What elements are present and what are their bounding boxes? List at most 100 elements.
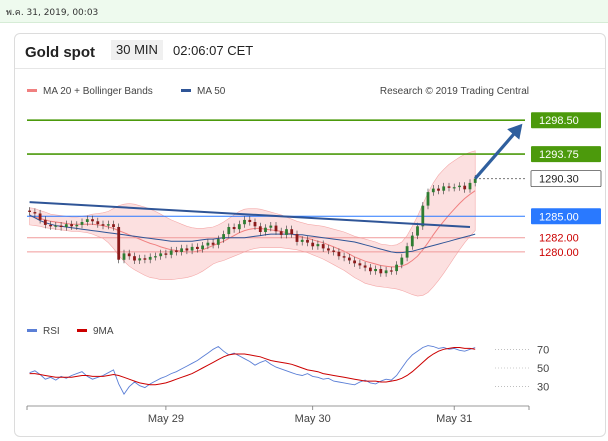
time-tick-label-1: May 30 bbox=[295, 413, 331, 425]
candle-body-69 bbox=[389, 270, 393, 272]
candle-body-7 bbox=[64, 224, 68, 227]
credit-label: Research © 2019 Trading Central bbox=[380, 86, 529, 97]
candle-body-27 bbox=[169, 250, 173, 255]
rsi-line bbox=[29, 345, 476, 395]
candle-body-14 bbox=[101, 224, 105, 226]
candle-body-30 bbox=[185, 248, 189, 251]
timestamp-label: พ.ค. 31, 2019, 00:03 bbox=[6, 8, 99, 18]
candle-body-17 bbox=[117, 227, 121, 260]
level-tag-0 bbox=[531, 112, 601, 129]
candle-body-5 bbox=[54, 225, 58, 227]
candle-body-68 bbox=[384, 270, 388, 274]
candle-body-8 bbox=[70, 224, 73, 227]
candle-body-48 bbox=[279, 231, 283, 235]
rsi-panel: 70 50 30 bbox=[29, 344, 549, 395]
candle-body-43 bbox=[253, 222, 257, 227]
candle-body-83 bbox=[463, 185, 467, 190]
ma50-legend-swatch bbox=[181, 89, 191, 92]
candle-body-77 bbox=[431, 188, 435, 193]
candle-body-61 bbox=[348, 257, 351, 261]
candle-body-39 bbox=[232, 227, 236, 230]
level-label-2: 1290.30 bbox=[539, 174, 579, 186]
candle-body-80 bbox=[447, 186, 451, 188]
candle-body-52 bbox=[300, 239, 304, 242]
candle-body-73 bbox=[410, 235, 414, 247]
time-axis: May 29 May 30 May 31 bbox=[26, 405, 530, 425]
candle-body-41 bbox=[243, 219, 246, 225]
timestamp-bar: พ.ค. 31, 2019, 00:03 bbox=[0, 0, 608, 23]
candle-body-13 bbox=[96, 221, 100, 225]
clock-label: 02:06:07 CET bbox=[173, 43, 254, 58]
candle-body-16 bbox=[112, 224, 115, 227]
candle-body-35 bbox=[211, 242, 215, 245]
candle-body-38 bbox=[227, 227, 231, 235]
level-label-0: 1298.50 bbox=[539, 115, 579, 127]
level-label-1: 1293.75 bbox=[539, 149, 579, 161]
ma50-line bbox=[29, 214, 476, 254]
level-label-5: 1280.00 bbox=[539, 247, 579, 259]
candle-body-58 bbox=[332, 250, 336, 252]
candle-body-66 bbox=[374, 269, 377, 272]
candle-body-9 bbox=[75, 224, 79, 227]
candle-body-55 bbox=[316, 244, 320, 247]
candle-body-70 bbox=[395, 264, 398, 272]
candle-body-0 bbox=[28, 210, 31, 212]
candle-body-82 bbox=[458, 185, 461, 188]
candle-body-47 bbox=[274, 225, 278, 232]
candle-body-76 bbox=[426, 192, 430, 206]
ma50-legend-label: MA 50 bbox=[197, 86, 226, 97]
ma9-legend-label: 9MA bbox=[93, 326, 114, 337]
candle-body-31 bbox=[190, 246, 194, 251]
candle-body-57 bbox=[327, 248, 330, 251]
level-tag-2 bbox=[530, 170, 602, 188]
candle-body-79 bbox=[442, 186, 446, 191]
chart-header: Gold spot 30 MIN 02:06:07 CET bbox=[15, 34, 605, 69]
ma9-legend-swatch bbox=[77, 329, 87, 332]
rsi-legend-label: RSI bbox=[43, 326, 60, 337]
candle-body-19 bbox=[127, 253, 131, 257]
rsi-tick-label-2: 30 bbox=[537, 382, 549, 394]
candle-body-49 bbox=[285, 229, 288, 235]
candle-body-67 bbox=[379, 269, 383, 274]
level-tag-3 bbox=[531, 208, 601, 225]
candle-body-11 bbox=[85, 219, 89, 222]
candle-body-36 bbox=[216, 239, 220, 245]
candle-body-10 bbox=[80, 222, 84, 225]
candle-body-24 bbox=[154, 256, 157, 258]
ma20-legend-swatch bbox=[27, 89, 37, 92]
candle-body-65 bbox=[369, 267, 372, 272]
candle-body-37 bbox=[222, 234, 225, 240]
candle-body-29 bbox=[180, 248, 183, 252]
candle-body-40 bbox=[237, 224, 241, 230]
candle-body-75 bbox=[421, 205, 425, 227]
candle-body-4 bbox=[49, 224, 52, 227]
candle-body-46 bbox=[269, 225, 273, 228]
rsi-ma9-line bbox=[29, 347, 476, 386]
candle-body-72 bbox=[405, 246, 409, 258]
time-tick-label-0: May 29 bbox=[148, 413, 184, 425]
candle-body-34 bbox=[206, 242, 210, 246]
candle-body-44 bbox=[258, 226, 262, 232]
candle-body-71 bbox=[400, 257, 404, 265]
price-panel: 1298.50 1293.75 1290.30 1285.00 1282.00 1280.… bbox=[27, 112, 602, 297]
candle-body-25 bbox=[159, 253, 163, 257]
candle-body-15 bbox=[106, 224, 110, 226]
candle-body-2 bbox=[38, 213, 42, 220]
timeframe-selector[interactable]: 30 MIN bbox=[111, 40, 163, 60]
candle-body-84 bbox=[468, 182, 472, 190]
candle-body-63 bbox=[358, 263, 362, 266]
candle-body-50 bbox=[290, 229, 294, 235]
candle-body-54 bbox=[311, 242, 315, 247]
candle-body-45 bbox=[264, 227, 267, 232]
candle-body-28 bbox=[175, 250, 178, 252]
forecast-arrow-shaft bbox=[473, 127, 520, 180]
candle-body-62 bbox=[353, 260, 356, 264]
level-tag-1 bbox=[531, 146, 601, 163]
chart-canvas: MA 20 + Bollinger Bands MA 50 Research ©… bbox=[26, 86, 602, 425]
candle-body-64 bbox=[363, 265, 367, 268]
candle-body-32 bbox=[196, 246, 199, 249]
candle-body-12 bbox=[91, 219, 94, 222]
time-tick-label-2: May 31 bbox=[436, 413, 472, 425]
instrument-title: Gold spot bbox=[25, 44, 95, 61]
candle-body-26 bbox=[164, 253, 168, 255]
